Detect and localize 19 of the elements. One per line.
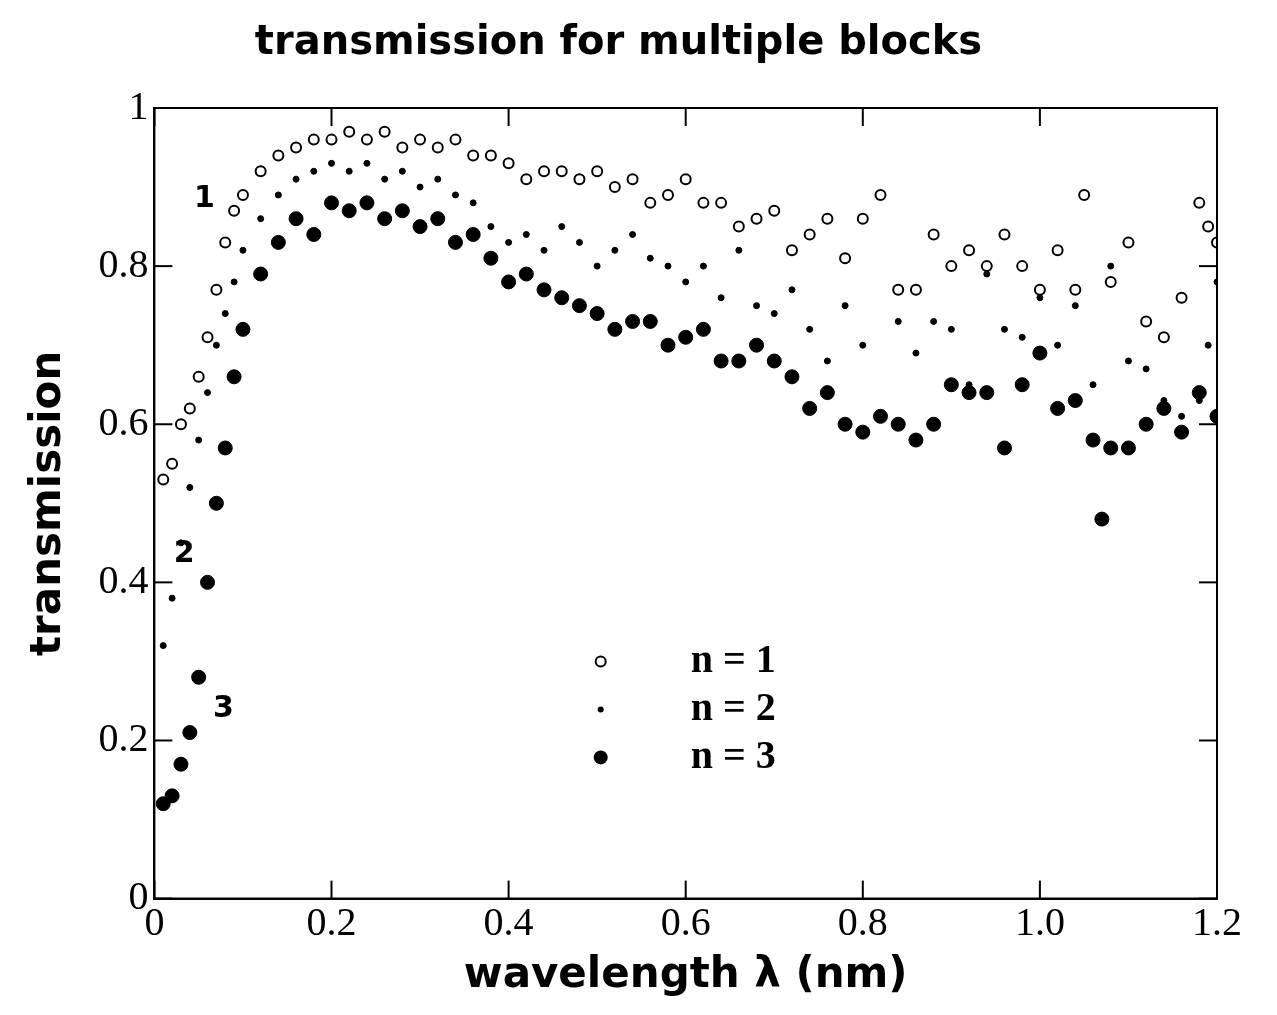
legend-label: n = 3: [690, 731, 776, 777]
x-tick-label: 1.2: [1192, 899, 1242, 945]
legend-label: n = 2: [690, 683, 776, 729]
x-tick-label: 0.2: [306, 899, 357, 945]
chart-title: transmission for multiple blocks: [254, 17, 983, 64]
y-tick-label: 0.4: [98, 556, 149, 602]
x-tick-label: 0.4: [483, 899, 534, 945]
y-tick-label: 0.8: [98, 240, 149, 286]
annotation: 1: [193, 178, 215, 214]
x-axis-title: wavelength λ (nm): [463, 947, 908, 997]
y-axis-title: transmission: [21, 350, 71, 656]
x-tick-label: 1.0: [1014, 899, 1065, 945]
legend-label: n = 1: [690, 635, 776, 681]
y-tick-label: 1: [128, 82, 149, 128]
y-tick-label: 0.6: [98, 398, 149, 444]
y-tick-label: 0.2: [98, 714, 149, 760]
x-tick-label: 0.6: [660, 899, 711, 945]
x-tick-label: 0.8: [837, 899, 888, 945]
annotation: 3: [213, 688, 234, 724]
